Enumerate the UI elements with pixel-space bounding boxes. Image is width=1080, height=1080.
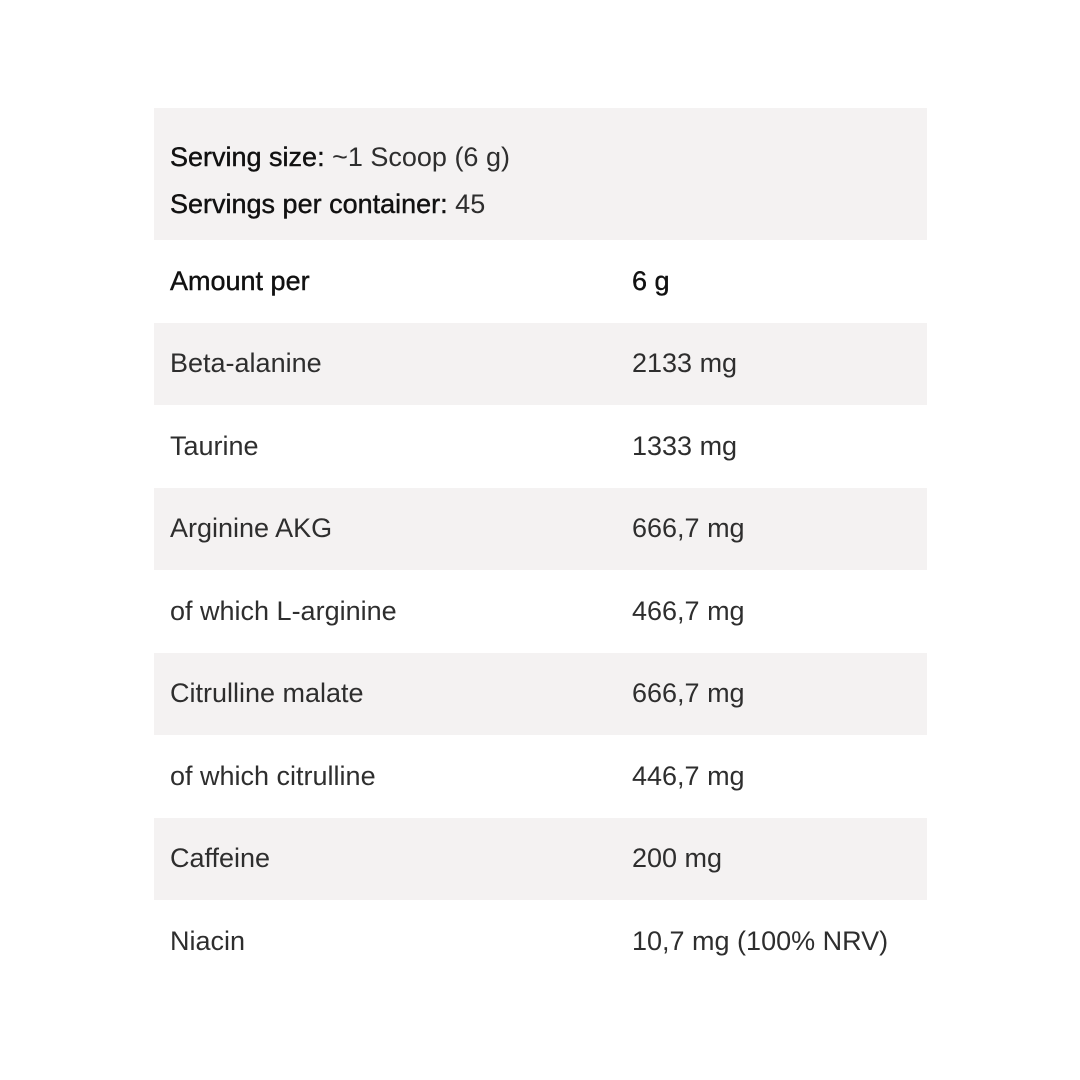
ingredient-amount: 446,7 mg: [632, 760, 745, 791]
ingredient-amount: 666,7 mg: [632, 678, 745, 709]
ingredient-name: Arginine AKG: [170, 513, 333, 544]
ingredient-name: of which L-arginine: [170, 595, 397, 626]
table-row: Taurine 1333 mg: [154, 405, 927, 488]
ingredient-name: Caffeine: [170, 843, 271, 874]
table-header: Amount per 6 g: [154, 240, 927, 323]
header-value: 6 g: [632, 265, 670, 296]
ingredient-name: of which citrulline: [170, 760, 376, 791]
ingredient-amount: 466,7 mg: [632, 595, 745, 626]
servings-per-container: Servings per container: 45: [170, 189, 486, 219]
ingredient-amount: 200 mg: [632, 843, 723, 874]
table-row: Caffeine 200 mg: [154, 817, 927, 900]
table-row: Arginine AKG 666,7 mg: [154, 487, 927, 570]
header-label: Amount per: [170, 265, 310, 296]
table-row: Niacin 10,7 mg (100% NRV): [154, 900, 927, 983]
ingredient-name: Citrulline malate: [170, 678, 364, 709]
ingredient-amount: 10,7 mg (100% NRV): [632, 925, 889, 956]
ingredient-name: Niacin: [170, 925, 246, 956]
table-row: Citrulline malate 666,7 mg: [154, 652, 927, 735]
table-row: of which L-arginine 466,7 mg: [154, 570, 927, 653]
ingredient-amount: 666,7 mg: [632, 513, 745, 544]
ingredient-amount: 2133 mg: [632, 348, 738, 379]
table-row: of which citrulline 446,7 mg: [154, 735, 927, 818]
ingredient-name: Taurine: [170, 430, 259, 461]
ingredient-amount: 1333 mg: [632, 430, 738, 461]
nutrition-table: Serving size: ~1 Scoop (6 g) Servings pe…: [154, 108, 927, 983]
table-row: Beta-alanine 2133 mg: [154, 322, 927, 405]
serving-size: Serving size: ~1 Scoop (6 g): [170, 142, 510, 172]
ingredient-name: Beta-alanine: [170, 348, 322, 379]
serving-info: Serving size: ~1 Scoop (6 g) Servings pe…: [154, 108, 927, 240]
